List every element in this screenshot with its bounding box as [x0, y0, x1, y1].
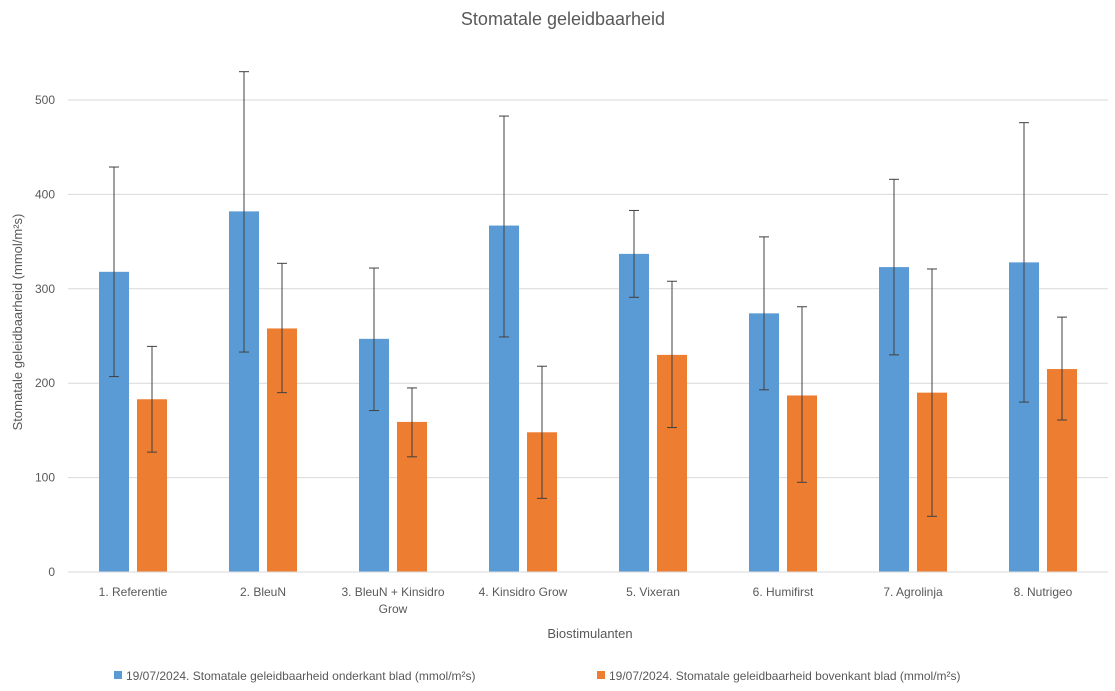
x-tick-label: 7. Agrolinja — [883, 585, 943, 599]
x-tick-label: 8. Nutrigeo — [1014, 585, 1073, 599]
error-bar-2-3 — [407, 387, 417, 458]
y-axis-title: Stomatale geleidbaarheid (mmol/m²s) — [10, 214, 25, 431]
y-tick-label: 500 — [35, 93, 55, 107]
x-tick-label: 4. Kinsidro Grow — [479, 585, 568, 599]
x-tick-label-line: 6. Humifirst — [753, 585, 814, 599]
x-axis-title: Biostimulanten — [547, 626, 632, 641]
x-tick-label-line: 2. BleuN — [240, 585, 286, 599]
y-axis-tick-labels: 0 100 200 300 400 500 — [35, 93, 55, 579]
x-tick-label: 5. Vixeran — [626, 585, 680, 599]
error-bar-1-2 — [239, 71, 249, 353]
error-bar-2-6 — [797, 306, 807, 483]
error-bars — [109, 71, 1067, 517]
error-bar-2-2 — [277, 262, 287, 394]
gridlines — [68, 99, 1108, 479]
y-tick-label: 0 — [48, 565, 55, 579]
x-tick-label-line: 5. Vixeran — [626, 585, 680, 599]
error-bar-1-1 — [109, 166, 119, 378]
legend-label-1: 19/07/2024. Stomatale geleidbaarheid ond… — [126, 669, 476, 683]
x-tick-label-line: 8. Nutrigeo — [1014, 585, 1073, 599]
error-bar-1-6 — [759, 236, 769, 391]
x-tick-label-line: Grow — [379, 602, 408, 616]
error-bar-1-5 — [629, 209, 639, 298]
error-bar-2-8 — [1057, 316, 1067, 421]
bar-1-5 — [619, 253, 649, 572]
legend: 19/07/2024. Stomatale geleidbaarheid ond… — [114, 669, 961, 683]
x-tick-label: 2. BleuN — [240, 585, 286, 599]
x-axis-tick-labels: 1. Referentie 2. BleuN 3. BleuN + Kinsidro… — [99, 585, 1073, 616]
x-tick-label-line: 7. Agrolinja — [883, 585, 943, 599]
y-tick-label: 300 — [35, 282, 55, 296]
error-bar-2-7 — [927, 268, 937, 517]
error-bar-1-7 — [889, 178, 899, 356]
x-tick-label-line: 1. Referentie — [99, 585, 168, 599]
y-tick-label: 100 — [35, 471, 55, 485]
legend-label-2: 19/07/2024. Stomatale geleidbaarheid bov… — [609, 669, 961, 683]
error-bar-1-8 — [1019, 122, 1029, 403]
bars — [99, 211, 1077, 572]
x-tick-label-line: 3. BleuN + Kinsidro — [341, 585, 444, 599]
x-tick-label-line: 4. Kinsidro Grow — [479, 585, 568, 599]
error-bar-2-5 — [667, 280, 677, 429]
error-bar-1-4 — [499, 115, 509, 338]
y-tick-label: 200 — [35, 376, 55, 390]
x-tick-label: 1. Referentie — [99, 585, 168, 599]
error-bar-1-3 — [369, 267, 379, 412]
chart-title: Stomatale geleidbaarheid — [461, 9, 665, 29]
legend-swatch-2 — [597, 671, 605, 679]
legend-swatch-1 — [114, 671, 122, 679]
x-tick-label: 6. Humifirst — [753, 585, 814, 599]
error-bar-2-4 — [537, 365, 547, 499]
x-tick-label: 3. BleuN + Kinsidro Grow — [341, 585, 444, 616]
y-tick-label: 400 — [35, 187, 55, 201]
error-bar-2-1 — [147, 345, 157, 453]
